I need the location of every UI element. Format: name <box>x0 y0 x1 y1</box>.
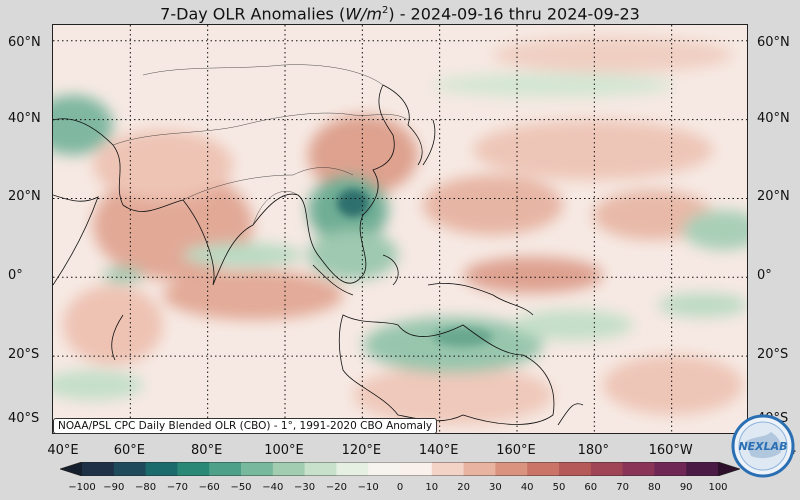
latitude-label: 0° <box>8 268 23 284</box>
colorbar-segment <box>590 462 624 476</box>
nexlab-logo-icon: NEXLAB <box>731 414 795 478</box>
colorbar-tick-label: 100 <box>708 482 728 493</box>
colorbar-tick-label: −60 <box>198 482 220 493</box>
latitude-label: 40°N <box>8 110 41 126</box>
gridlines <box>53 25 747 433</box>
colorbar-segment <box>113 462 147 476</box>
latitude-label: 60°N <box>757 35 790 50</box>
longitude-label: 100°E <box>264 443 304 458</box>
latitude-label: 0° <box>757 268 772 284</box>
longitude-label: 120°E <box>341 443 382 458</box>
latitude-label: 60°N <box>8 35 41 50</box>
colorbar-tick-label: −100 <box>68 482 96 493</box>
colorbar-segment <box>463 462 496 476</box>
colorbar-segment <box>177 462 210 476</box>
colorbar-tick-label: −80 <box>135 482 157 493</box>
longitude-label: 160°E <box>496 443 536 458</box>
colorbar-segment <box>241 462 274 476</box>
logo-text: NEXLAB <box>738 440 787 453</box>
colorbar <box>60 462 740 476</box>
longitude-label: 160°W <box>648 443 693 458</box>
colorbar-max-extend <box>718 462 740 476</box>
colorbar-tick-label: −30 <box>294 482 316 493</box>
colorbar-tick-label: 10 <box>425 482 439 493</box>
longitude-label: 80°E <box>191 443 223 458</box>
anomaly-blobs <box>53 37 747 425</box>
colorbar-tick-label: 0 <box>396 482 404 493</box>
data-source-credit: NOAA/PSL CPC Daily Blended OLR (CBO) - 1… <box>53 418 438 434</box>
longitude-label: 40°E <box>47 443 79 458</box>
colorbar-segment <box>209 462 242 476</box>
colorbar-tick-label: 60 <box>584 482 598 493</box>
colorbar-segment <box>145 462 178 476</box>
colorbar-segment <box>654 462 687 476</box>
latitude-label: 20°N <box>757 189 790 205</box>
latitude-label: 40°N <box>757 110 790 126</box>
colorbar-tick-label: 20 <box>457 482 470 493</box>
colorbar-tick-label: 90 <box>679 482 693 493</box>
colorbar-segment <box>272 462 306 476</box>
map-title: 7-Day OLR Anomalies (W/m2) - 2024-09-16 … <box>160 4 640 24</box>
coastlines <box>53 84 584 426</box>
colorbar-tick-label: −10 <box>357 482 379 493</box>
colorbar-segment <box>559 462 592 476</box>
latitude-label: 20°N <box>8 189 41 205</box>
colorbar-tick-label: −50 <box>230 482 252 493</box>
longitude-label: 60°E <box>113 443 145 458</box>
colorbar-segment <box>304 462 337 476</box>
colorbar-segment <box>495 462 528 476</box>
colorbar-min-extend <box>60 462 82 476</box>
latitude-label: 20°S <box>8 347 40 363</box>
colorbar-tick-label: 40 <box>520 482 534 493</box>
olr-anomaly-map <box>52 24 748 434</box>
colorbar-tick-label: 80 <box>648 482 661 493</box>
colorbar-tick-label: 70 <box>616 482 629 493</box>
colorbar-segment <box>82 462 115 476</box>
longitude-label: 140°E <box>418 443 459 458</box>
colorbar-segment <box>686 462 719 476</box>
colorbar-tick-label: −90 <box>103 482 125 493</box>
longitude-label: 180° <box>577 443 609 458</box>
anomaly-field <box>53 25 747 433</box>
colorbar-segment <box>527 462 560 476</box>
colorbar-segment <box>400 462 433 476</box>
colorbar-segment <box>336 462 369 476</box>
colorbar-tick-label: 50 <box>552 482 566 493</box>
colorbar-tick-label: −70 <box>166 482 188 493</box>
colorbar-segment <box>622 462 655 476</box>
colorbar-segment <box>368 462 401 476</box>
colorbar-segment <box>431 462 465 476</box>
colorbar-tick-label: 30 <box>489 482 502 493</box>
colorbar-tick-label: −40 <box>262 482 284 493</box>
colorbar-tick-label: −20 <box>325 482 347 493</box>
latitude-label: 40°S <box>8 411 40 426</box>
latitude-label: 20°S <box>757 347 789 363</box>
